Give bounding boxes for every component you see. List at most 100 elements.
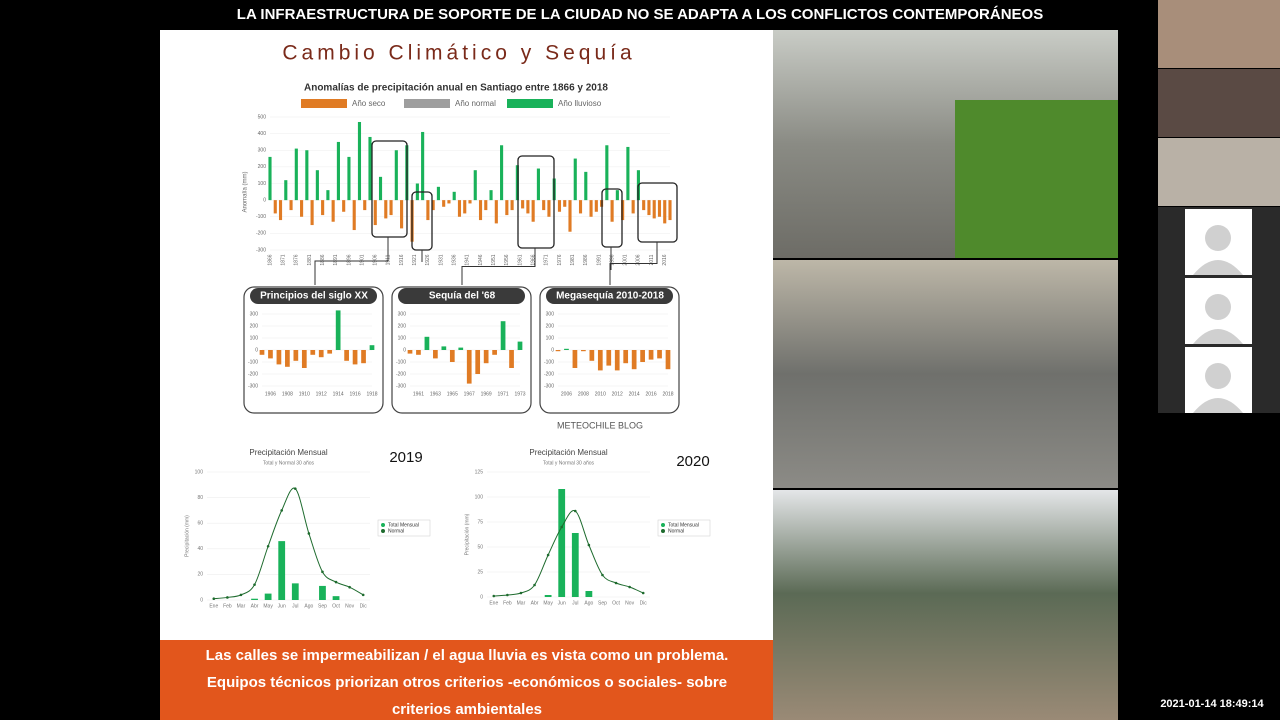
bar <box>331 200 335 222</box>
bar <box>665 350 671 370</box>
bar <box>352 200 356 231</box>
credit: METEOCHILE BLOG <box>557 420 643 430</box>
bar <box>285 350 290 367</box>
bar <box>640 350 645 362</box>
y-tick-label: 60 <box>197 521 203 527</box>
bar <box>394 150 398 201</box>
x-tick-label: 2001 <box>623 254 629 265</box>
y-tick-label: -200 <box>396 371 406 377</box>
bar <box>631 200 635 214</box>
bar <box>273 200 277 214</box>
x-tick-label: 1886 <box>320 254 326 265</box>
bar <box>536 168 540 201</box>
photo-crosswalk <box>773 260 1118 488</box>
x-tick-label: 1981 <box>570 254 576 265</box>
timestamp: 2021-01-14 18:49:14 <box>1160 698 1264 710</box>
y-tick-label: 500 <box>258 114 267 120</box>
x-tick-label: 1912 <box>316 391 327 397</box>
bar <box>571 533 579 597</box>
normal-point <box>519 591 523 595</box>
bar <box>336 141 340 201</box>
x-tick-label: Dic <box>640 600 648 606</box>
x-tick-label: 1973 <box>514 391 525 397</box>
normal-point <box>614 581 618 585</box>
x-tick-label: May <box>263 603 273 609</box>
bar <box>492 350 497 355</box>
x-tick-label: 1941 <box>465 254 471 265</box>
bar <box>268 156 272 201</box>
x-tick-label: 1926 <box>425 254 431 265</box>
chart-title: Precipitación Mensual <box>249 448 327 457</box>
y-tick-label: 300 <box>398 311 407 317</box>
x-tick-label: 1951 <box>491 254 497 265</box>
bar <box>426 200 430 221</box>
x-tick-label: Feb <box>223 603 232 609</box>
y-tick-label: 200 <box>258 164 267 170</box>
x-tick-label: 2014 <box>629 391 640 397</box>
bar <box>594 200 598 212</box>
bar <box>584 171 588 201</box>
connector <box>461 248 536 285</box>
bar <box>342 200 346 212</box>
x-tick-label: 1986 <box>583 254 589 265</box>
avatar-icon <box>1193 398 1243 413</box>
bar <box>652 200 656 219</box>
participant-video <box>1158 0 1280 68</box>
x-tick-label: 1965 <box>447 391 458 397</box>
x-tick-label: 1908 <box>282 391 293 397</box>
legend-label: Año seco <box>352 99 386 108</box>
bar <box>526 200 530 214</box>
bar <box>572 350 578 368</box>
year-label: 2019 <box>389 449 422 466</box>
bar <box>276 350 282 365</box>
x-tick-label: 2006 <box>561 391 572 397</box>
bar <box>473 170 477 201</box>
x-tick-label: 2010 <box>595 391 606 397</box>
normal-point <box>587 543 591 547</box>
avatar-icon <box>1205 363 1231 389</box>
y-tick-label: -300 <box>544 383 554 389</box>
x-tick-label: 1916 <box>350 391 361 397</box>
x-tick-label: Oct <box>612 600 620 606</box>
connector <box>314 237 389 285</box>
bar <box>500 321 506 350</box>
x-tick-label: 1914 <box>333 391 344 397</box>
panel-title: Principios del siglo XX <box>260 291 368 302</box>
y-tick-label: -100 <box>248 359 258 365</box>
bar <box>278 541 286 600</box>
y-tick-label: -100 <box>396 359 406 365</box>
bar <box>389 200 393 216</box>
normal-point <box>506 593 509 597</box>
bar <box>442 200 446 207</box>
x-tick-label: 1931 <box>438 254 444 265</box>
x-tick-label: 1996 <box>609 254 615 265</box>
chart-subtitle: Total y Normal 30 años <box>263 460 315 466</box>
x-tick-label: Feb <box>503 600 512 606</box>
bar <box>484 200 488 211</box>
legend-label: Normal <box>388 528 404 534</box>
bar <box>542 200 546 211</box>
bar <box>300 200 304 217</box>
legend-box <box>657 519 711 537</box>
bar <box>648 350 654 360</box>
bar <box>310 350 316 355</box>
bar <box>623 350 629 364</box>
bar <box>315 170 319 201</box>
bar <box>301 350 307 368</box>
bar <box>344 350 349 361</box>
bar <box>475 350 481 374</box>
x-tick-label: 1896 <box>346 254 352 265</box>
bar <box>557 200 562 212</box>
bar <box>452 191 456 201</box>
normal-point <box>266 544 270 548</box>
x-tick-label: 1976 <box>557 254 563 265</box>
bar <box>361 350 366 364</box>
y-tick-label: 100 <box>250 335 259 341</box>
y-tick-label: -100 <box>544 359 554 365</box>
x-tick-label: 1963 <box>430 391 441 397</box>
x-tick-label: 1918 <box>366 391 377 397</box>
x-tick-label: 1969 <box>481 391 492 397</box>
highlight-frame <box>517 155 555 249</box>
x-tick-label: 2008 <box>578 391 589 397</box>
legend-swatch <box>507 99 553 108</box>
